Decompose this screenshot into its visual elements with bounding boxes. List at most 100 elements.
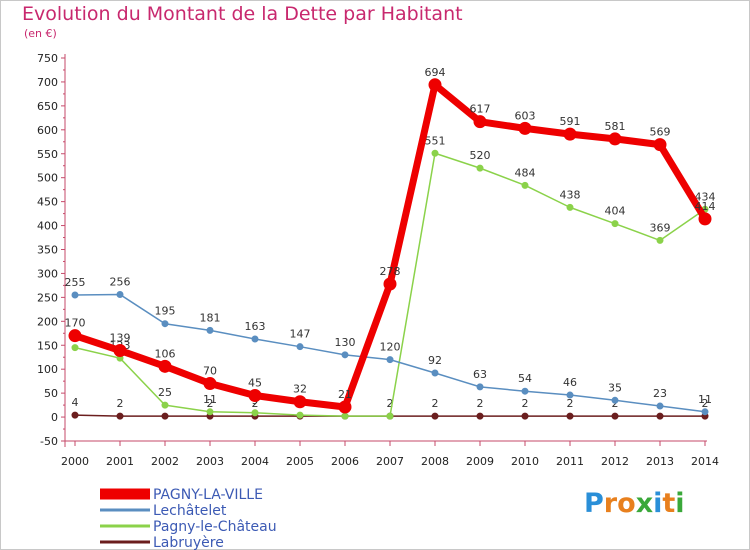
data-label-labruyere: 2 [477, 397, 484, 410]
chart-subtitle: (en €) [24, 27, 57, 40]
point-pagny-la-ville [563, 127, 577, 141]
point-pagny-le-chateau [341, 412, 349, 420]
x-tick-label: 2002 [151, 455, 179, 468]
point-labruyere [431, 412, 439, 420]
data-label-pagny-le-chateau: 484 [515, 166, 536, 179]
x-tick-label: 2000 [61, 455, 89, 468]
point-pagny-la-ville [428, 78, 442, 92]
legend-label-pagny-la-ville: PAGNY-LA-VILLE [153, 487, 263, 503]
data-label-pagny-le-chateau: 434 [695, 190, 716, 203]
point-labruyere [116, 412, 124, 420]
data-label-labruyere: 2 [207, 397, 214, 410]
y-tick-label: 450 [37, 196, 58, 209]
proxiti-logo: Proxiti [584, 488, 685, 519]
y-tick-label: 50 [44, 387, 58, 400]
legend-label-labruyere: Labruyère [153, 535, 224, 550]
data-label-labruyere: 2 [252, 397, 259, 410]
y-tick-label: 400 [37, 220, 58, 233]
point-lechatelet [611, 396, 619, 404]
point-pagny-la-ville [608, 132, 622, 146]
data-label-labruyere: 4 [72, 396, 79, 409]
x-tick-label: 2001 [106, 455, 134, 468]
y-tick-label: 700 [37, 76, 58, 89]
x-tick-label: 2013 [646, 455, 674, 468]
point-lechatelet [341, 351, 349, 359]
point-lechatelet [656, 402, 664, 410]
x-tick-label: 2005 [286, 455, 314, 468]
data-label-pagny-le-chateau: 11 [203, 393, 217, 406]
y-tick-label: 750 [37, 52, 58, 65]
point-pagny-la-ville [338, 400, 352, 414]
x-tick-label: 2003 [196, 455, 224, 468]
point-pagny-la-ville [293, 395, 307, 409]
data-label-lechatelet: 130 [335, 336, 356, 349]
data-label-labruyere: 2 [567, 397, 574, 410]
data-label-pagny-la-ville: 591 [560, 115, 581, 128]
data-label-pagny-la-ville: 581 [605, 120, 626, 133]
data-label-pagny-la-ville: 603 [515, 109, 536, 122]
point-lechatelet [521, 387, 529, 395]
legend-label-pagny-le-chateau: Pagny-le-Château [153, 519, 277, 535]
point-pagny-la-ville [68, 329, 82, 343]
x-tick-label: 2008 [421, 455, 449, 468]
point-lechatelet [116, 291, 124, 299]
data-label-pagny-la-ville: 106 [155, 347, 176, 360]
data-label-lechatelet: 92 [428, 354, 442, 367]
point-pagny-le-chateau [206, 408, 214, 416]
point-pagny-le-chateau [656, 236, 664, 244]
data-label-pagny-la-ville: 45 [248, 377, 262, 390]
point-pagny-le-chateau [161, 401, 169, 409]
point-labruyere [611, 412, 619, 420]
point-labruyere [521, 412, 529, 420]
data-label-labruyere: 2 [117, 397, 124, 410]
x-tick-label: 2004 [241, 455, 269, 468]
data-label-pagny-le-chateau: 438 [560, 188, 581, 201]
data-label-lechatelet: 195 [155, 305, 176, 318]
point-pagny-la-ville [653, 138, 667, 152]
data-label-lechatelet: 120 [380, 341, 401, 354]
y-tick-label: 200 [37, 315, 58, 328]
point-pagny-la-ville [158, 359, 172, 373]
legend-swatch-lechatelet [100, 508, 150, 512]
point-pagny-la-ville [113, 344, 127, 358]
y-tick-label: 650 [37, 100, 58, 113]
point-lechatelet [251, 335, 259, 343]
data-label-lechatelet: 23 [653, 387, 667, 400]
point-lechatelet [71, 291, 79, 299]
data-label-lechatelet: 46 [563, 376, 577, 389]
point-lechatelet [161, 320, 169, 328]
x-tick-label: 2014 [691, 455, 719, 468]
legend-swatch-pagny-la-ville [100, 488, 150, 500]
point-pagny-la-ville [518, 121, 532, 135]
data-label-lechatelet: 255 [65, 276, 86, 289]
data-label-pagny-le-chateau: 551 [425, 134, 446, 147]
point-pagny-la-ville [473, 115, 487, 129]
data-label-pagny-le-chateau: 25 [158, 386, 172, 399]
x-tick-label: 2007 [376, 455, 404, 468]
data-label-pagny-le-chateau: 369 [650, 221, 671, 234]
data-label-labruyere: 2 [432, 397, 439, 410]
point-labruyere [476, 412, 484, 420]
y-tick-label: 550 [37, 148, 58, 161]
data-label-lechatelet: 54 [518, 372, 532, 385]
y-tick-label: 250 [37, 291, 58, 304]
point-pagny-la-ville [248, 389, 262, 403]
point-lechatelet [386, 356, 394, 364]
point-pagny-le-chateau [521, 181, 529, 189]
x-tick-label: 2006 [331, 455, 359, 468]
point-lechatelet [566, 391, 574, 399]
y-tick-label: 500 [37, 172, 58, 185]
point-lechatelet [476, 383, 484, 391]
data-label-lechatelet: 256 [110, 276, 131, 289]
x-tick-label: 2009 [466, 455, 494, 468]
point-pagny-le-chateau [71, 344, 79, 352]
data-label-labruyere: 2 [702, 397, 709, 410]
point-labruyere [161, 412, 169, 420]
point-lechatelet [296, 343, 304, 351]
point-lechatelet [206, 326, 214, 334]
data-label-pagny-la-ville: 617 [470, 103, 491, 116]
y-tick-label: 100 [37, 363, 58, 376]
data-label-pagny-la-ville: 569 [650, 126, 671, 139]
data-label-pagny-le-chateau: 520 [470, 149, 491, 162]
